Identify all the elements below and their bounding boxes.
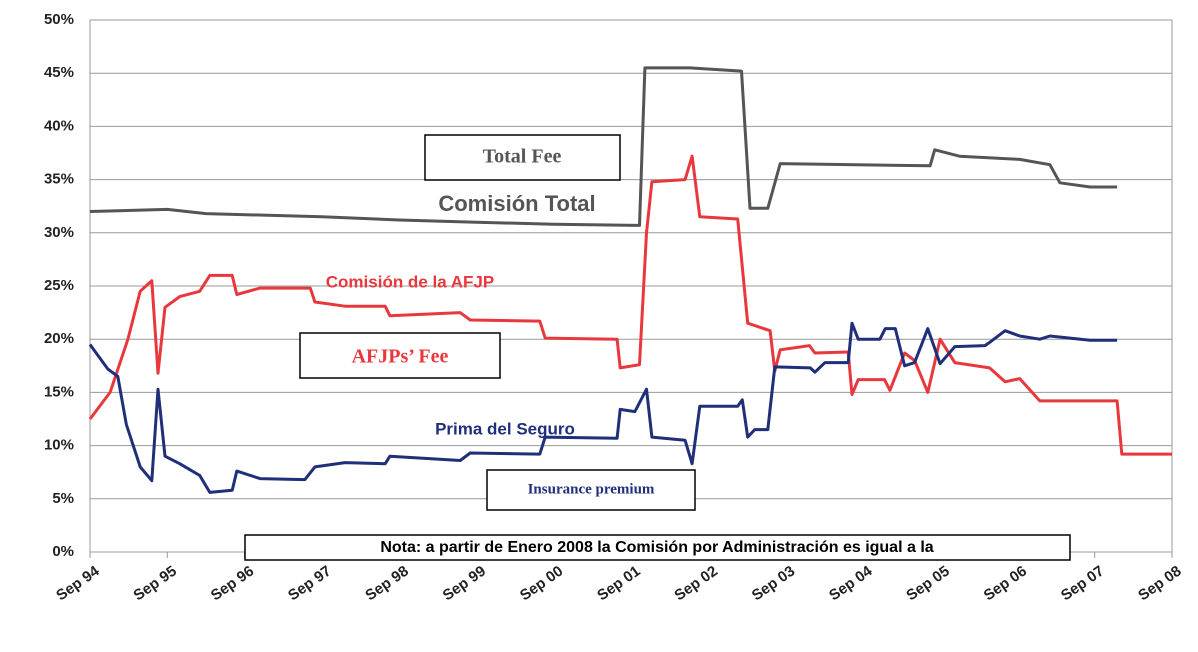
x-tick-label: Sep 04 bbox=[826, 562, 876, 604]
x-tick-label: Sep 02 bbox=[671, 563, 720, 605]
series-line bbox=[89, 66, 1118, 227]
x-tick-label: Sep 95 bbox=[130, 563, 179, 605]
annotation: AFJPs’ Fee bbox=[352, 346, 449, 368]
x-tick-label: Sep 03 bbox=[749, 563, 798, 605]
annotation-box bbox=[486, 469, 696, 511]
annotation: Nota: a partir de Enero 2008 la Comisión… bbox=[380, 539, 933, 556]
y-tick-label: 35% bbox=[44, 171, 74, 188]
x-tick-label: Sep 08 bbox=[1135, 563, 1184, 605]
annotation: Total Fee bbox=[483, 146, 562, 168]
y-tick-label: 20% bbox=[44, 330, 74, 347]
annotation-box bbox=[299, 332, 501, 379]
y-tick-label: 30% bbox=[44, 224, 74, 241]
y-tick-label: 50% bbox=[44, 11, 74, 28]
annotation: Comisión de la AFJP bbox=[326, 272, 494, 291]
x-tick-label: Sep 97 bbox=[285, 563, 334, 605]
y-tick-label: 10% bbox=[44, 437, 74, 454]
x-tick-label: Sep 05 bbox=[903, 563, 952, 605]
x-tick-label: Sep 99 bbox=[440, 563, 489, 605]
x-tick-label: Sep 06 bbox=[981, 563, 1030, 605]
y-tick-label: 0% bbox=[52, 543, 74, 560]
annotation-box bbox=[424, 134, 621, 181]
x-tick-label: Sep 07 bbox=[1058, 563, 1107, 605]
x-tick-label: Sep 98 bbox=[362, 563, 411, 605]
y-tick-label: 40% bbox=[44, 117, 74, 134]
annotation-box bbox=[244, 534, 1071, 561]
y-tick-label: 25% bbox=[44, 277, 74, 294]
series-line bbox=[88, 321, 1118, 494]
y-tick-label: 45% bbox=[44, 64, 74, 81]
series-line bbox=[88, 154, 1172, 456]
x-tick-label: Sep 00 bbox=[517, 563, 566, 605]
annotation: Insurance premium bbox=[528, 481, 655, 497]
x-tick-label: Sep 96 bbox=[208, 563, 257, 605]
x-tick-label: Sep 01 bbox=[594, 563, 643, 605]
x-tick-label: Sep 94 bbox=[53, 562, 103, 604]
y-tick-label: 5% bbox=[52, 490, 74, 507]
y-tick-label: 15% bbox=[44, 383, 74, 400]
annotation: Prima del Seguro bbox=[435, 419, 575, 438]
annotation: Comisión Total bbox=[438, 191, 595, 216]
